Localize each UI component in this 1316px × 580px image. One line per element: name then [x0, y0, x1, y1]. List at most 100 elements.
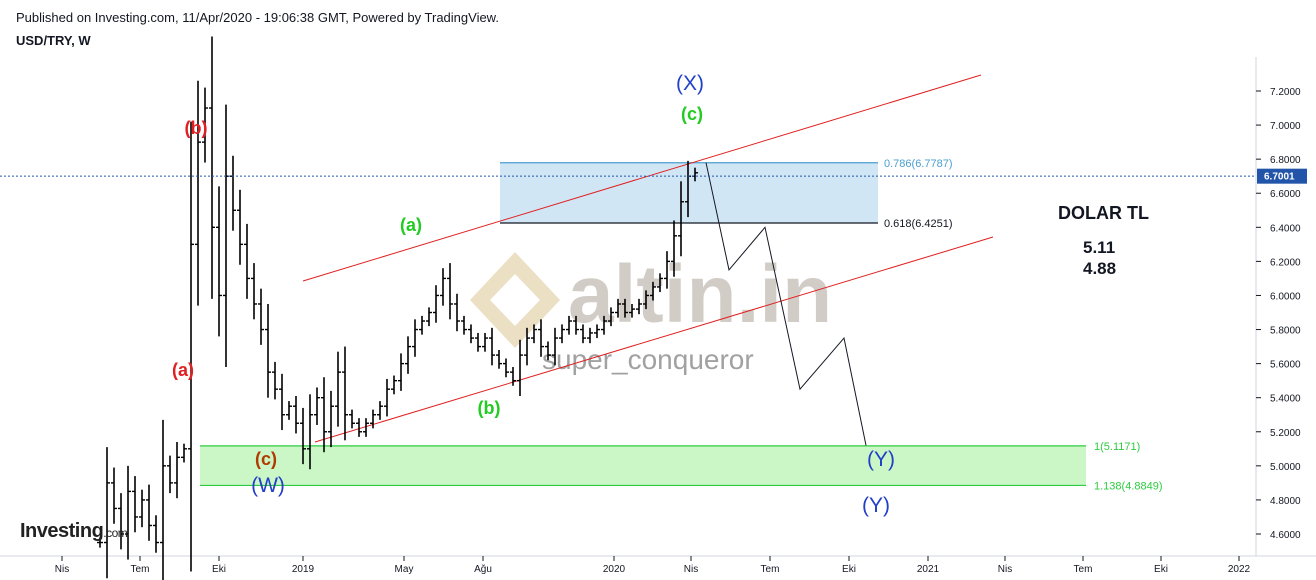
price-tick-label: 7.0000	[1270, 121, 1301, 132]
time-tick-label: Eki	[1154, 564, 1168, 575]
ohlc-bar	[321, 377, 327, 453]
projection-path	[705, 162, 867, 446]
price-tick-label: 4.8000	[1270, 496, 1301, 507]
ohlc-bar	[664, 251, 670, 289]
time-tick-label: 2019	[292, 564, 315, 575]
ohlc-bar	[146, 484, 152, 541]
ohlc-bar	[671, 220, 677, 277]
altin-watermark: altin.in	[470, 249, 832, 348]
price-axis: 7.2000 7.0000 6.8000 6.6000 6.4000 6.2000 6.00…	[1256, 87, 1301, 541]
price-tick-label: 6.8000	[1270, 155, 1301, 166]
ohlc-bar	[286, 401, 292, 420]
ohlc-bar	[342, 346, 348, 441]
ohlc-bar	[468, 324, 474, 344]
time-tick-label: 2022	[1228, 564, 1251, 575]
ohlc-bar	[622, 298, 628, 318]
ohlc-bar	[461, 315, 467, 335]
price-tick-label: 6.4000	[1270, 223, 1301, 234]
ohlc-bar	[573, 315, 579, 335]
time-tick-label: Eki	[842, 564, 856, 575]
fib-zone-blue	[500, 162, 878, 224]
time-tick-label: Eki	[212, 564, 226, 575]
current-price-label: 6.7001	[1264, 172, 1295, 183]
ohlc-bar	[580, 324, 586, 344]
ohlc-bar	[258, 288, 264, 345]
fib-label: 1.138(4.8849)	[1094, 480, 1163, 492]
logo-name: Investing	[20, 520, 104, 542]
watermark-brand: altin.in	[568, 249, 832, 340]
ohlc-bar	[489, 327, 495, 366]
wave-label: (c)	[255, 449, 277, 469]
ohlc-bar	[566, 315, 572, 335]
ohlc-bar	[265, 303, 271, 398]
time-tick-label: Tem	[131, 564, 150, 575]
symbol-title: USD/TRY, W	[16, 33, 91, 48]
ohlc-bar	[615, 298, 621, 318]
ohlc-bar	[608, 307, 614, 327]
price-tick-label: 4.6000	[1270, 530, 1301, 541]
ohlc-bar	[195, 80, 201, 306]
ohlc-bar	[440, 268, 446, 306]
time-tick-label: 2020	[603, 564, 626, 575]
ohlc-bar	[244, 223, 250, 299]
ohlc-bar	[384, 378, 390, 417]
ohlc-bar	[503, 358, 509, 378]
ohlc-bar	[398, 353, 404, 391]
ohlc-bar	[433, 285, 439, 323]
ohlc-bar	[188, 121, 194, 572]
fib-label: 0.786(6.7787)	[884, 158, 953, 170]
ohlc-bar	[104, 447, 110, 579]
fib-lines: 0.786(6.7787) 0.618(6.4251) 1(5.1171) 1.138…	[200, 158, 1163, 492]
ohlc-bar	[496, 349, 502, 369]
wave-label: (b)	[185, 118, 208, 138]
ohlc-bar	[97, 537, 103, 548]
fib-label: 1(5.1171)	[1094, 441, 1140, 453]
ohlc-bar	[251, 263, 257, 320]
ohlc-bar	[594, 324, 600, 339]
ohlc-bar	[139, 489, 145, 528]
ohlc-bar	[538, 319, 544, 357]
ohlc-bar	[475, 332, 481, 352]
ohlc-bar	[510, 367, 516, 386]
ohlc-bar	[405, 336, 411, 374]
wave-label: (W)	[251, 474, 285, 497]
ohlc-bar	[132, 476, 138, 533]
time-tick-label: Tem	[1074, 564, 1093, 575]
price-tick-label: 6.2000	[1270, 257, 1301, 268]
ohlc-bar	[230, 155, 236, 231]
price-tick-label: 5.4000	[1270, 394, 1301, 405]
fib-label: 0.618(6.4251)	[884, 218, 953, 230]
ohlc-bar	[349, 409, 355, 429]
ohlc-bar	[643, 290, 649, 310]
ohlc-bar	[531, 324, 537, 344]
price-tick-label: 5.2000	[1270, 428, 1301, 439]
ohlc-bar	[426, 307, 432, 327]
ohlc-bar	[629, 303, 635, 318]
ohlc-bar	[209, 36, 215, 299]
ohlc-bar	[118, 493, 124, 550]
channel-upper-line	[302, 74, 982, 282]
note-level-2: 4.88	[1083, 259, 1117, 278]
ohlc-bar	[650, 281, 656, 301]
ohlc-bars	[97, 36, 698, 580]
channel-lower-line	[314, 236, 994, 443]
ohlc-bar	[160, 419, 166, 580]
ohlc-bar	[363, 418, 369, 437]
time-tick-label: Nis	[998, 564, 1012, 575]
time-axis: Nis Tem Eki 2019 May Ağu 2020 Nis Tem Eki 2021 Nis T…	[55, 556, 1251, 575]
wave-label: (c)	[681, 104, 703, 124]
ohlc-bar	[419, 315, 425, 335]
wave-label: (Y)	[867, 448, 895, 471]
ohlc-bar	[356, 418, 362, 437]
time-tick-label: Nis	[55, 564, 69, 575]
wave-label: (a)	[400, 215, 422, 235]
ohlc-bar	[545, 341, 551, 361]
ohlc-bar	[223, 104, 229, 368]
ohlc-bar	[216, 186, 222, 337]
ohlc-bar	[636, 298, 642, 315]
ohlc-bar	[174, 441, 180, 499]
price-tick-label: 5.6000	[1270, 360, 1301, 371]
ohlc-bar	[370, 409, 376, 429]
time-tick-label: May	[395, 564, 414, 575]
